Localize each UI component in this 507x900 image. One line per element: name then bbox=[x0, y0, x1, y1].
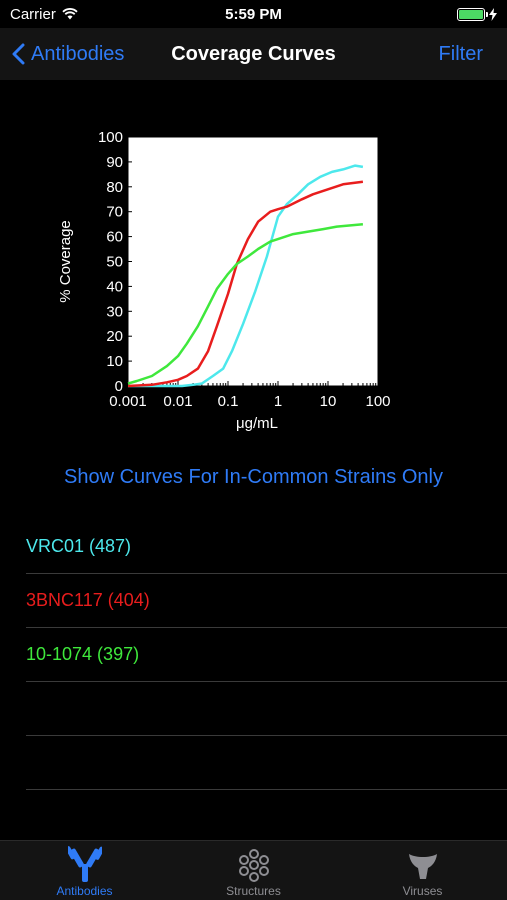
battery-icon bbox=[457, 7, 488, 21]
x-tick-label: 0.001 bbox=[109, 393, 147, 410]
status-bar: Carrier 5:59 PM bbox=[0, 0, 507, 28]
x-tick-label: 100 bbox=[365, 393, 390, 410]
list-item bbox=[26, 682, 507, 736]
status-right bbox=[457, 7, 497, 21]
x-tick-label: 1 bbox=[274, 393, 282, 410]
y-tick-label: 40 bbox=[106, 278, 123, 295]
coverage-chart-svg: 0 10 20 30 40 50 60 70 80 90 100 0.001 0.01 0.1 1 10 100… bbox=[57, 129, 391, 432]
y-tick-label: 10 bbox=[106, 353, 123, 370]
series-line-VRC01 bbox=[128, 164, 364, 388]
back-button[interactable]: Antibodies bbox=[12, 43, 124, 66]
antibody-list: VRC01 (487) 3BNC117 (404) 10-1074 (397) bbox=[0, 520, 507, 790]
coverage-chart: 0 10 20 30 40 50 60 70 80 90 100 0.001 0.01 0.1 1 10 100… bbox=[0, 80, 507, 450]
status-left: Carrier bbox=[10, 6, 78, 23]
y-tick-label: 100 bbox=[98, 129, 123, 146]
plot-area bbox=[127, 136, 379, 387]
antibody-icon bbox=[67, 846, 102, 882]
y-tick-label: 70 bbox=[106, 204, 123, 221]
y-tick-label: 60 bbox=[106, 229, 123, 246]
y-tick-label: 0 bbox=[115, 378, 123, 395]
list-item[interactable]: 10-1074 (397) bbox=[26, 628, 507, 682]
y-tick-label: 30 bbox=[106, 303, 123, 320]
x-tick-label: 10 bbox=[320, 393, 337, 410]
series-line-3BNC117 bbox=[127, 180, 364, 388]
list-item[interactable]: VRC01 (487) bbox=[26, 520, 507, 574]
y-tick-label: 90 bbox=[106, 154, 123, 171]
list-item bbox=[26, 736, 507, 790]
structure-icon bbox=[238, 849, 269, 882]
in-common-strains-button[interactable]: Show Curves For In-Common Strains Only bbox=[63, 466, 443, 488]
chevron-left-icon bbox=[12, 43, 25, 65]
list-item-label: 10-1074 (397) bbox=[26, 644, 140, 664]
page-title: Coverage Curves bbox=[171, 42, 336, 65]
back-button-label: Antibodies bbox=[31, 42, 125, 65]
carrier-label: Carrier bbox=[10, 5, 56, 23]
x-axis-label: μg/mL bbox=[236, 415, 278, 432]
tab-viruses[interactable]: Viruses bbox=[338, 841, 507, 900]
x-tick-label: 0.01 bbox=[163, 393, 192, 410]
tab-bar: Antibodies Structures Viruses bbox=[0, 840, 507, 900]
series-line-10-1074 bbox=[127, 222, 364, 385]
list-item-label: VRC01 (487) bbox=[26, 536, 132, 556]
virus-icon bbox=[408, 854, 437, 879]
tab-structures[interactable]: Structures bbox=[169, 841, 338, 900]
charging-icon bbox=[489, 7, 497, 21]
x-tick-label: 0.1 bbox=[218, 393, 239, 410]
tab-label: Antibodies bbox=[56, 884, 113, 898]
filter-button[interactable]: Filter bbox=[438, 42, 483, 65]
y-tick-label: 80 bbox=[106, 179, 123, 196]
list-item[interactable]: 3BNC117 (404) bbox=[26, 574, 507, 628]
wifi-icon bbox=[62, 8, 78, 20]
tab-label: Viruses bbox=[402, 884, 443, 898]
y-tick-label: 20 bbox=[106, 328, 123, 345]
navigation-bar: Antibodies Coverage Curves Filter bbox=[0, 28, 507, 80]
list-item-label: 3BNC117 (404) bbox=[26, 590, 150, 610]
tab-label: Structures bbox=[226, 884, 281, 898]
y-axis-label: % Coverage bbox=[57, 220, 74, 303]
y-tick-label: 50 bbox=[106, 254, 123, 271]
tab-antibodies[interactable]: Antibodies bbox=[0, 841, 169, 900]
